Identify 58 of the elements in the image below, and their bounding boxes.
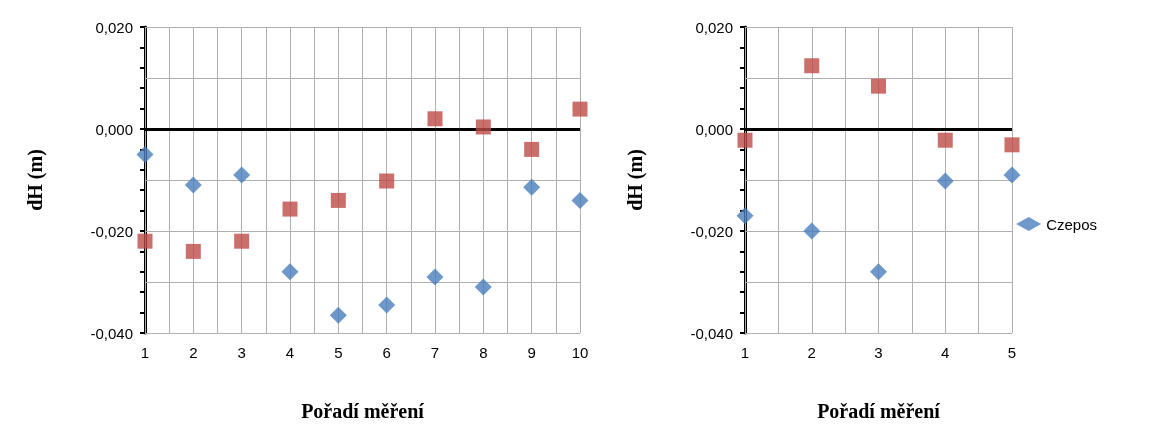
y-axis-title: dH (m) [624,149,647,211]
point [1004,137,1020,153]
point [233,166,251,184]
point [803,222,821,240]
point [474,278,492,296]
point [184,176,202,194]
point [737,132,753,148]
point [871,78,886,94]
point [870,263,887,281]
x-tick-label: 9 [527,344,536,361]
x-tick-label: 2 [189,344,198,361]
x-tick-label: 1 [140,344,150,361]
point [937,132,953,148]
point [185,243,201,259]
point [572,101,588,117]
y-axis-title: dH (m) [24,149,47,211]
point [281,263,299,281]
y-tick-label: 0,000 [695,120,733,138]
x-tick-label: 10 [571,344,589,361]
x-tick-label: 5 [334,344,343,361]
point [524,141,540,157]
point [379,173,395,189]
point [523,178,541,196]
point [426,268,444,286]
x-tick-label: 7 [430,344,440,361]
x-tick-label: 6 [382,344,391,361]
y-tick-label: -0,020 [90,222,133,240]
point [378,296,396,314]
x-axis-title: Pořadí měření [817,400,941,422]
point [804,58,820,74]
x-axis-title: Pořadí měření [301,400,425,422]
point [137,233,153,249]
y-tick-label: 0,020 [95,18,133,36]
x-tick-label: 4 [285,344,295,361]
point [936,172,954,190]
legend-label: Czepos [1046,215,1097,233]
x-tick-label: 2 [807,344,816,361]
x-tick-label: 8 [479,344,488,361]
point [475,119,491,135]
point [427,111,443,127]
x-tick-label: 3 [874,344,883,361]
y-tick-label: 0,000 [95,120,133,138]
point [136,146,154,163]
point [329,306,347,324]
y-tick-label: -0,040 [690,324,733,342]
x-tick-label: 5 [1007,344,1017,361]
point [330,192,346,208]
point [282,201,298,217]
x-tick-label: 1 [740,344,750,361]
point [234,233,250,249]
point [571,191,589,209]
x-tick-label: 4 [941,344,950,361]
y-tick-label: -0,020 [690,222,733,240]
x-tick-label: 3 [237,344,246,361]
point [1003,166,1021,184]
y-tick-label: -0,040 [90,324,133,342]
point [736,207,754,225]
y-tick-label: 0,020 [695,18,733,36]
